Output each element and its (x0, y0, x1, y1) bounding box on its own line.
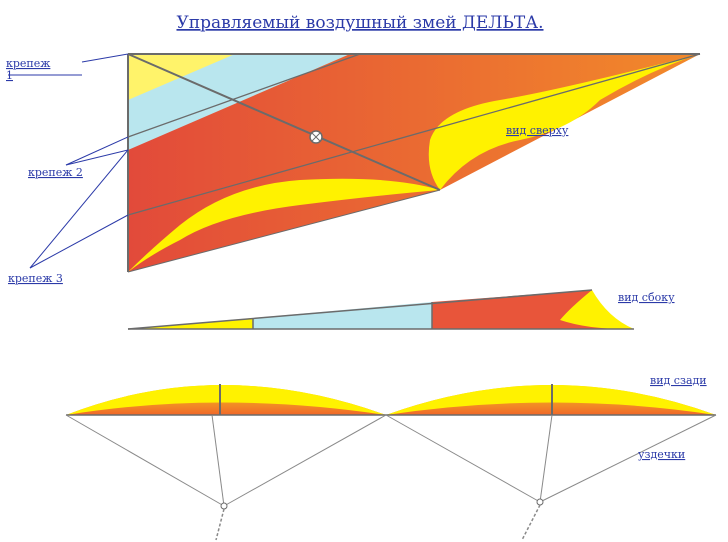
label-side-view: вид сбоку (618, 291, 675, 304)
label-mount-1-number: 1 (6, 69, 13, 82)
top-view: крепеж 1 крепеж 2 крепеж 3 вид сверху (6, 53, 701, 285)
bridle-ring-left-icon (220, 502, 228, 510)
sail-yellow-right (428, 54, 700, 190)
label-mount-1: крепеж (6, 57, 50, 70)
side-yellow-fin (560, 290, 634, 330)
bridle-lines (65, 414, 717, 507)
side-blue-section (253, 302, 432, 329)
rear-left-wing-yellow (66, 385, 386, 415)
side-view: вид сбоку (127, 289, 675, 330)
label-top-view: вид сверху (506, 124, 569, 137)
label-bridles: уздечки (638, 448, 685, 461)
bridle-ring-right-icon (536, 498, 544, 506)
diagram-title: Управляемый воздушный змей ДЕЛЬТА. (176, 13, 543, 33)
frame-spars (127, 53, 701, 273)
control-lines (215, 504, 541, 541)
sail-yellow-bottom (128, 178, 440, 272)
rear-view: вид сзади уздечки (65, 374, 717, 541)
label-rear-view: вид сзади (650, 374, 707, 387)
label-mount-3: крепеж 3 (8, 272, 63, 285)
label-mount-2: крепеж 2 (28, 166, 83, 179)
leader-lines (8, 53, 129, 269)
